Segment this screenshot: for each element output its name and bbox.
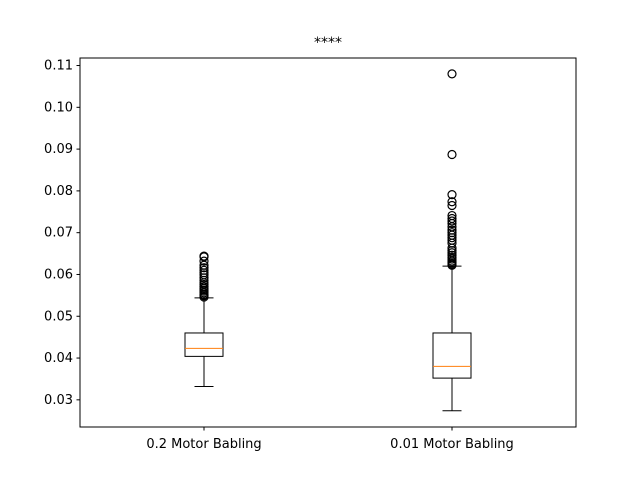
outlier-point (199, 263, 209, 273)
iqr-box (432, 332, 472, 379)
outlier-point (447, 213, 457, 224)
y-tick-label: 0.10 (44, 100, 73, 115)
outlier-point (447, 197, 457, 207)
outlier-point (447, 149, 457, 160)
outlier-point (199, 256, 209, 266)
outlier-point (447, 200, 457, 211)
y-tick-label: 0.04 (44, 351, 73, 366)
outlier-point (447, 69, 457, 79)
x-tick-label: 0.01 Motor Babling (390, 437, 514, 452)
outlier-point (447, 250, 457, 260)
y-tick-label: 0.09 (44, 142, 73, 157)
outlier-point (199, 251, 209, 261)
outlier-point (447, 190, 457, 200)
outlier-point (447, 210, 457, 221)
y-tick-label: 0.05 (44, 309, 73, 324)
axes-frame (79, 57, 577, 428)
y-tick-label: 0.11 (44, 59, 73, 74)
outlier-point (447, 216, 457, 226)
plot-area: 0.03 0.04 0.05 0.06 0.07 0.08 0.09 0.10 0.11 0.2 … (44, 59, 514, 452)
outlier-point (447, 228, 457, 238)
y-tick-label: 0.07 (44, 226, 73, 241)
x-tick-label: 0.2 Motor Babling (146, 437, 261, 452)
y-tick-label: 0.03 (44, 393, 73, 408)
chart-title: **** (314, 35, 342, 51)
iqr-box (184, 332, 224, 357)
outlier-point (199, 265, 209, 275)
outlier-point (447, 225, 457, 235)
y-tick-label: 0.08 (44, 184, 73, 199)
y-tick-label: 0.06 (44, 267, 73, 282)
